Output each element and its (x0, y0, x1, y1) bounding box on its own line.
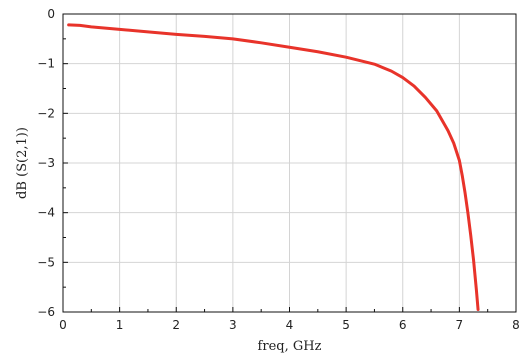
grid-lines (63, 14, 516, 312)
y-axis-label: dB (S(2,1)) (15, 127, 30, 199)
x-tick-label: 1 (116, 318, 124, 332)
x-tick-label: 8 (512, 318, 520, 332)
tick-marks (62, 13, 517, 313)
y-tick-labels: 0 −1 −2 −3 −4 −5 −6 (37, 7, 55, 319)
x-tick-label: 2 (172, 318, 180, 332)
y-tick-label: −3 (37, 156, 55, 170)
x-tick-label: 7 (456, 318, 464, 332)
y-tick-label: −4 (37, 206, 55, 220)
x-tick-label: 5 (342, 318, 350, 332)
series-layer (67, 23, 480, 312)
x-tick-label: 3 (229, 318, 237, 332)
y-tick-label: 0 (47, 7, 55, 21)
x-tick-label: 4 (286, 318, 294, 332)
y-tick-label: −6 (37, 305, 55, 319)
x-tick-labels: 0 1 2 3 4 5 6 7 8 (59, 318, 520, 332)
x-axis-label: freq, GHz (258, 339, 322, 354)
y-tick-label: −2 (37, 106, 55, 120)
series-line (67, 23, 480, 312)
y-tick-label: −5 (37, 255, 55, 269)
x-tick-label: 6 (399, 318, 407, 332)
y-tick-label: −1 (37, 57, 55, 71)
x-tick-label: 0 (59, 318, 67, 332)
